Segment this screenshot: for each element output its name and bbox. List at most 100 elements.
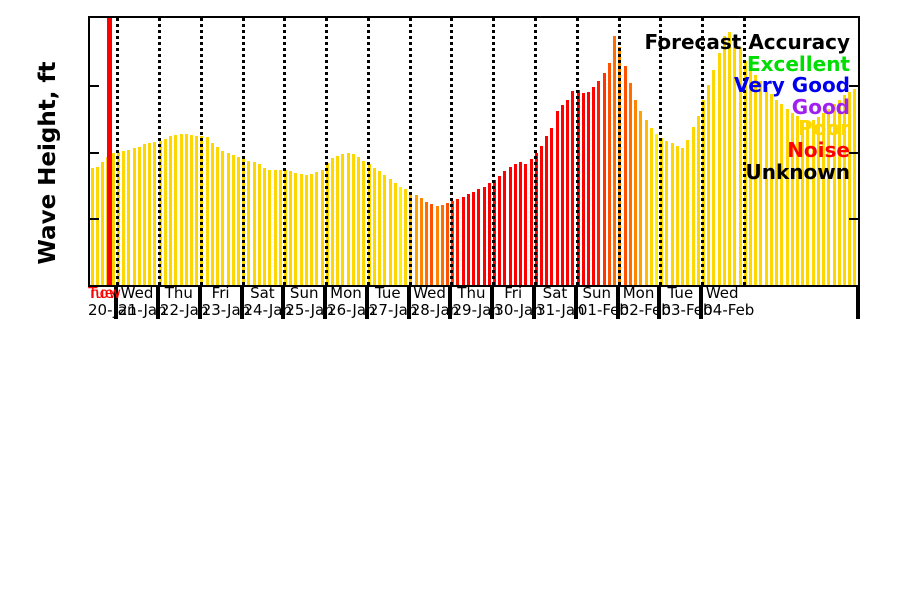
bar bbox=[278, 169, 282, 285]
bar bbox=[832, 104, 836, 285]
bar bbox=[320, 169, 324, 285]
plot-inner bbox=[90, 18, 858, 285]
day-separator bbox=[617, 18, 621, 285]
bar bbox=[519, 162, 523, 285]
x-axis-day-of-week: Fri bbox=[504, 284, 523, 302]
x-axis-date: 21-Jan bbox=[118, 301, 167, 319]
y-tick-mark bbox=[849, 84, 858, 87]
bar bbox=[816, 117, 820, 285]
x-axis-day-block: Tue 03-Feb bbox=[657, 284, 713, 319]
bar bbox=[252, 162, 256, 285]
bar bbox=[717, 53, 721, 285]
bar bbox=[738, 47, 742, 285]
bar bbox=[205, 137, 209, 285]
bar bbox=[785, 108, 789, 285]
bar bbox=[649, 128, 653, 285]
bar bbox=[378, 170, 382, 285]
x-axis-day-of-week: Thu bbox=[164, 284, 193, 302]
bar bbox=[221, 150, 225, 285]
bar bbox=[566, 99, 570, 285]
bar bbox=[733, 35, 737, 285]
bar bbox=[393, 183, 397, 285]
bar bbox=[837, 99, 841, 285]
bar bbox=[634, 99, 638, 285]
bar bbox=[712, 69, 716, 285]
bar bbox=[508, 166, 512, 285]
x-axis-day-of-week: Wed bbox=[705, 284, 739, 302]
legend-item-good: Good bbox=[791, 94, 850, 119]
bar bbox=[696, 116, 700, 285]
bar bbox=[101, 161, 105, 285]
day-separator bbox=[157, 18, 161, 285]
bar bbox=[122, 150, 126, 285]
x-axis-day-labels: now Tue 20-Jan Wed 21-Jan Thu 22-Jan Fri 23-Jan… bbox=[88, 285, 860, 319]
bar bbox=[383, 174, 387, 285]
bar bbox=[435, 205, 439, 285]
x-axis-day-block: Sat 31-Jan bbox=[532, 285, 585, 319]
bar bbox=[628, 83, 632, 285]
bar bbox=[550, 128, 554, 285]
x-axis-day-block: Sun 25-Jan bbox=[281, 284, 334, 319]
bar bbox=[513, 164, 517, 285]
day-separator bbox=[116, 18, 120, 285]
x-axis-date: 23-Jan bbox=[201, 301, 251, 319]
bar bbox=[127, 149, 131, 285]
bar bbox=[592, 87, 596, 285]
bar bbox=[587, 92, 591, 285]
x-axis-day-of-week: Fri bbox=[211, 284, 230, 302]
x-axis-date: 22-Jan bbox=[159, 301, 209, 319]
day-separator bbox=[283, 18, 287, 285]
bar bbox=[231, 154, 235, 285]
bar bbox=[456, 198, 460, 285]
x-axis-day-of-week: Tue bbox=[88, 284, 114, 302]
bar bbox=[623, 66, 627, 285]
bar bbox=[555, 111, 559, 285]
bar bbox=[174, 134, 178, 285]
bar bbox=[419, 198, 423, 285]
bar bbox=[466, 194, 470, 285]
bar bbox=[299, 174, 303, 285]
bar bbox=[216, 146, 220, 285]
bar bbox=[848, 92, 852, 285]
x-axis-day-block: Fri 23-Jan bbox=[197, 284, 251, 319]
x-axis-date: 03-Feb bbox=[661, 301, 713, 319]
legend-item-unknown: Unknown bbox=[745, 159, 850, 184]
x-axis-day-block: Wed 28-Jan bbox=[406, 285, 460, 319]
bar bbox=[806, 120, 810, 285]
bar bbox=[482, 186, 486, 285]
day-separator bbox=[408, 18, 412, 285]
x-axis-day-block: Fri 30-Jan bbox=[490, 284, 543, 319]
x-axis-day-block: Tue 27-Jan bbox=[364, 284, 417, 319]
x-axis-date: 28-Jan bbox=[410, 301, 460, 319]
bar bbox=[111, 153, 115, 285]
y-tick-mark bbox=[90, 84, 99, 87]
x-axis-day-of-week: Tue bbox=[667, 284, 694, 302]
bar bbox=[775, 99, 779, 285]
bar bbox=[639, 110, 643, 285]
bar bbox=[654, 134, 658, 285]
bar bbox=[477, 188, 481, 285]
legend: Forecast Accuracy Excellent Very Good Go… bbox=[520, 31, 850, 184]
day-separator bbox=[701, 18, 705, 285]
bar bbox=[498, 175, 502, 285]
bar bbox=[524, 164, 528, 285]
bar bbox=[754, 75, 758, 285]
bar bbox=[163, 138, 167, 285]
bar bbox=[425, 201, 429, 285]
x-axis-date: 31-Jan bbox=[536, 301, 585, 319]
x-axis-day-of-week: Sun bbox=[289, 284, 319, 302]
x-axis-day-block: Mon 26-Jan bbox=[323, 284, 376, 319]
y-tick-mark bbox=[849, 151, 858, 154]
y-axis-title: Wave Height, ft bbox=[35, 61, 61, 265]
bar bbox=[801, 119, 805, 285]
x-axis-day-of-week: Sat bbox=[250, 284, 275, 302]
x-axis-day-of-week: Mon bbox=[330, 284, 362, 302]
x-axis-day-of-week: Tue bbox=[374, 284, 401, 302]
bar bbox=[148, 143, 152, 285]
bar bbox=[310, 174, 314, 285]
x-axis-date: 01-Feb bbox=[577, 301, 629, 319]
bar bbox=[540, 145, 544, 285]
bar bbox=[722, 36, 726, 285]
bar bbox=[90, 168, 94, 285]
